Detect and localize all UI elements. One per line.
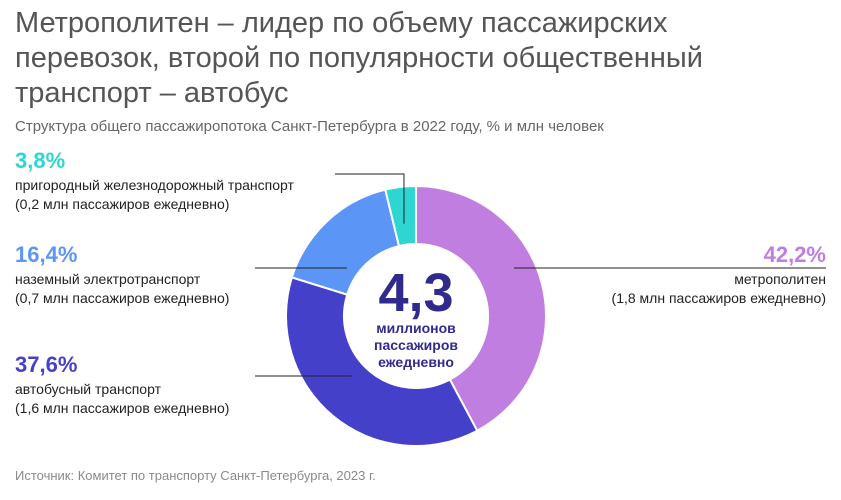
slice-labels: 42,2% метрополитен (1,8 млн пассажиров еже… [15, 148, 826, 416]
category-label-metro: метрополитен [734, 271, 826, 287]
center-line: ежедневно [378, 354, 454, 370]
category-label-electric-transport: наземный электротранспорт [15, 271, 201, 287]
value-label-bus: 37,6% [15, 352, 77, 377]
value-label-metro: 42,2% [764, 242, 826, 267]
leader-suburban-rail [335, 173, 405, 224]
chart-subtitle: Структура общего пассажиропотока Санкт-П… [15, 118, 604, 135]
chart-title: Метрополитен – лидер по объему пассажирс… [15, 7, 703, 109]
value-label-suburban-rail: 3,8% [15, 148, 65, 173]
sublabel-metro: (1,8 млн пассажиров ежедневно) [612, 290, 826, 306]
leader-lines [255, 173, 826, 377]
sublabel-suburban-rail: (0,2 млн пассажиров ежедневно) [15, 196, 229, 212]
source-note: Источник: Комитет по транспорту Санкт-Пе… [15, 468, 376, 483]
sublabel-bus: (1,6 млн пассажиров ежедневно) [15, 400, 229, 416]
value-label-electric-transport: 16,4% [15, 242, 77, 267]
center-value: 4,3 [378, 263, 453, 323]
donut-hole [344, 244, 488, 388]
center-line: пассажиров [374, 337, 458, 353]
center-line: миллионов [376, 320, 456, 336]
sublabel-electric-transport: (0,7 млн пассажиров ежедневно) [15, 290, 229, 306]
category-label-bus: автобусный транспорт [15, 381, 162, 397]
category-label-suburban-rail: пригородный железнодорожный транспорт [15, 177, 294, 193]
